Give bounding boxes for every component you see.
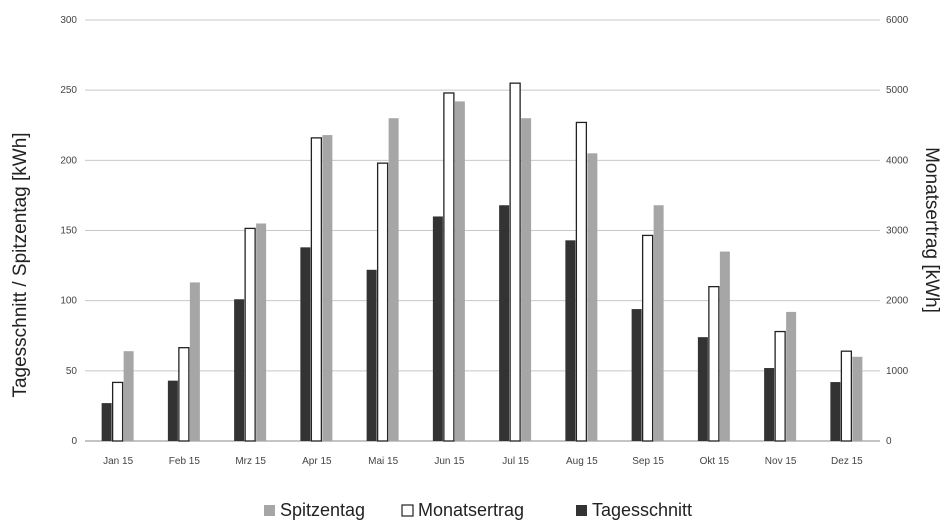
bar-tagesschnitt-mrz-15 [234,299,245,441]
x-tick-label: Jan 15 [103,456,133,467]
x-tick-label: Jul 15 [502,456,529,467]
x-tick-label: Jun 15 [434,456,464,467]
bar-tagesschnitt-mai-15 [366,269,377,441]
bar-tagesschnitt-feb-15 [167,380,178,441]
bar-tagesschnitt-apr-15 [300,247,311,441]
left-tick-label: 300 [60,15,77,26]
tick-labels: 0501001502002503000100020003000400050006… [60,15,908,467]
left-tick-label: 200 [60,155,77,166]
bar-monatsertrag-aug-15 [575,121,588,442]
left-tick-label: 0 [71,436,77,447]
bar-spitzentag-sep-15 [653,205,664,441]
x-tick-label: Okt 15 [700,456,730,467]
bar-monatsertrag-feb-15 [178,347,190,442]
bar-tagesschnitt-jul-15 [499,205,510,441]
bar-monatsertrag-nov-15 [774,330,786,442]
legend: Spitzentag Monatsertrag Tagesschnitt [264,500,692,520]
bar-spitzentag-mai-15 [388,118,399,441]
bar-monatsertrag-okt-15 [708,285,720,442]
legend-label-tagesschnitt: Tagesschnitt [592,500,692,520]
bar-monatsertrag-mai-15 [376,162,389,442]
x-tick-label: Aug 15 [566,456,598,467]
x-tick-label: Dez 15 [831,456,863,467]
bar-tagesschnitt-aug-15 [565,240,576,441]
x-tick-label: Nov 15 [765,456,797,467]
legend-swatch-tagesschnitt [576,505,587,516]
left-tick-label: 50 [66,366,78,377]
right-tick-label: 3000 [886,226,909,237]
bar-spitzentag-okt-15 [719,251,730,441]
bar-tagesschnitt-sep-15 [631,309,642,441]
x-tick-label: Mrz 15 [235,456,266,467]
bar-tagesschnitt-jun-15 [432,216,443,441]
bar-monatsertrag-dez-15 [840,350,853,442]
bar-tagesschnitt-nov-15 [764,368,775,441]
bar-monatsertrag-jan-15 [111,381,124,442]
x-tick-label: Sep 15 [632,456,664,467]
right-tick-label: 1000 [886,366,909,377]
right-tick-label: 4000 [886,155,909,166]
bar-monatsertrag-apr-15 [310,137,323,442]
bar-spitzentag-aug-15 [587,153,598,442]
bar-spitzentag-dez-15 [852,356,863,441]
left-axis-title: Tagesschnitt / Spitzentag [kWh] [10,132,31,397]
bar-tagesschnitt-okt-15 [697,337,708,441]
legend-swatch-spitzentag [264,505,275,516]
gridlines [85,19,880,442]
bar-monatsertrag-sep-15 [641,234,654,442]
right-axis-title: Monatsertrag [kWh] [921,147,942,313]
right-tick-label: 6000 [886,15,909,26]
left-tick-label: 100 [60,296,77,307]
bar-tagesschnitt-dez-15 [830,382,841,441]
left-tick-label: 150 [60,226,77,237]
bar-spitzentag-mrz-15 [256,223,267,441]
bar-spitzentag-jun-15 [454,101,465,441]
bar-monatsertrag-jun-15 [443,92,455,442]
bar-spitzentag-jan-15 [123,351,134,441]
x-tick-label: Apr 15 [302,456,332,467]
bars [101,82,863,442]
right-tick-label: 2000 [886,296,909,307]
left-tick-label: 250 [60,85,77,96]
bar-spitzentag-jul-15 [521,118,532,441]
bar-tagesschnitt-jan-15 [101,403,112,441]
x-tick-label: Feb 15 [169,456,201,467]
bar-spitzentag-nov-15 [786,311,797,441]
right-tick-label: 0 [886,436,892,447]
x-tick-label: Mai 15 [368,456,398,467]
bar-monatsertrag-mrz-15 [244,227,256,442]
bar-spitzentag-apr-15 [322,135,333,441]
legend-swatch-monatsertrag [401,504,414,517]
bar-spitzentag-feb-15 [189,282,200,441]
right-tick-label: 5000 [886,85,909,96]
legend-label-monatsertrag: Monatsertrag [418,500,524,520]
bar-monatsertrag-jul-15 [509,82,521,442]
legend-label-spitzentag: Spitzentag [280,500,365,520]
